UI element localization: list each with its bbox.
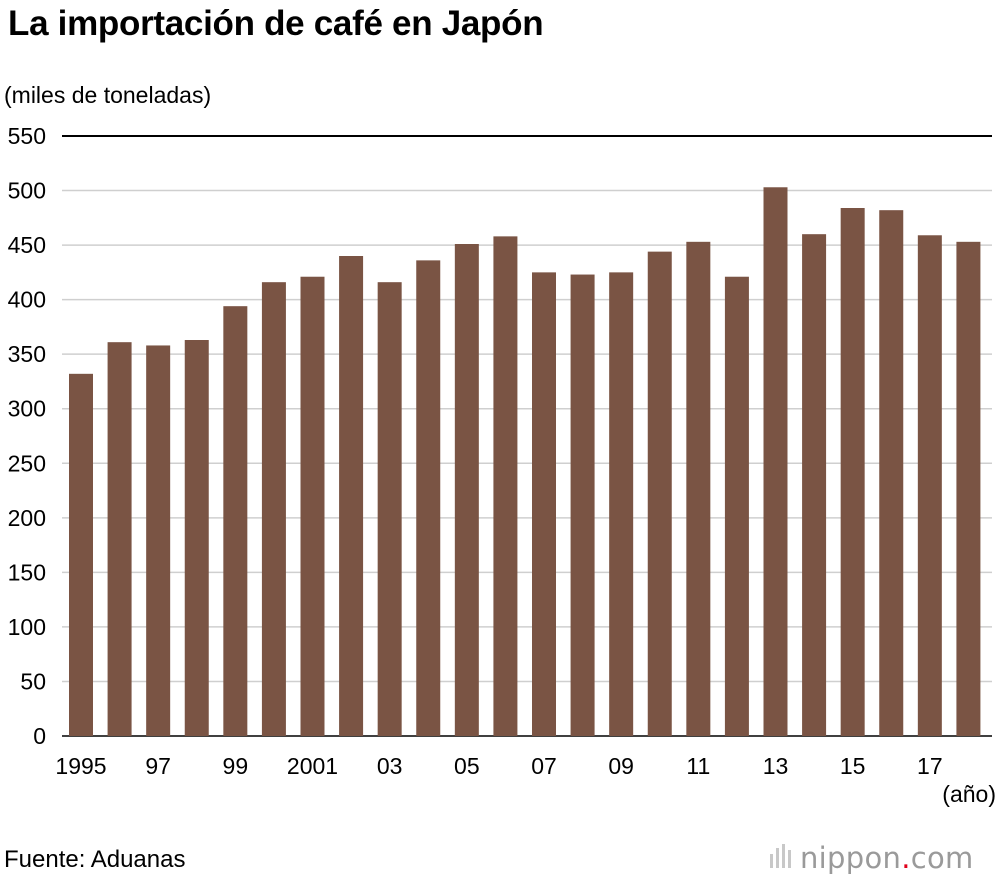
- x-axis-title: (año): [942, 781, 996, 807]
- x-tick-labels: 1995 97 99 2001 03 05 07 09 11 13 15 17: [55, 753, 942, 779]
- bar-2018: [956, 241, 981, 736]
- bar-2014: [802, 234, 827, 736]
- x-tick-label: 1995: [55, 753, 106, 779]
- bar-2017: [917, 235, 942, 737]
- x-tick-label: 09: [608, 753, 634, 779]
- bar-2006: [493, 236, 518, 736]
- bar-2002: [339, 256, 364, 736]
- bar-2010: [647, 251, 672, 737]
- chart-title: La importación de café en Japón: [8, 4, 544, 43]
- bar-1997: [146, 345, 171, 736]
- x-tick-label: 17: [917, 753, 943, 779]
- bar-2003: [377, 282, 402, 736]
- y-tick-label: 350: [8, 341, 46, 367]
- y-tick-label: 300: [8, 396, 46, 422]
- x-tick-label: 2001: [287, 753, 338, 779]
- bar-2013: [763, 187, 788, 737]
- bar-1998: [184, 340, 209, 736]
- bar-2011: [686, 241, 711, 736]
- y-tick-label: 550: [8, 123, 46, 149]
- bar-2004: [416, 260, 441, 736]
- x-tick-label: 07: [531, 753, 557, 779]
- bar-2009: [609, 272, 634, 736]
- bars: [69, 187, 981, 737]
- brand-dot: .: [901, 841, 911, 875]
- x-tick-label: 03: [377, 753, 403, 779]
- y-tick-label: 200: [8, 505, 46, 531]
- x-tick-label: 15: [840, 753, 866, 779]
- nippon-bars-icon: [770, 844, 794, 871]
- bar-2005: [454, 244, 479, 736]
- brand-tld: com: [910, 841, 974, 875]
- bar-2015: [840, 208, 865, 736]
- y-tick-labels: 0 50 100 150 200 250 300 350 400 450 500 550: [8, 123, 46, 749]
- bar-2016: [879, 210, 904, 736]
- gridlines: [62, 135, 992, 737]
- bar-2001: [300, 276, 325, 736]
- x-tick-label: 99: [223, 753, 249, 779]
- y-axis-title: (miles de toneladas): [4, 82, 211, 108]
- y-tick-label: 450: [8, 232, 46, 258]
- y-tick-label: 50: [20, 668, 46, 694]
- bar-2007: [532, 272, 556, 736]
- x-tick-label: 97: [145, 753, 171, 779]
- y-tick-label: 150: [8, 559, 46, 585]
- y-tick-label: 0: [33, 723, 46, 749]
- bar-1996: [107, 342, 132, 736]
- y-tick-label: 400: [8, 287, 46, 313]
- brand-wordmark: nippon.com: [800, 841, 974, 875]
- brand-logo: nippon.com: [770, 840, 974, 876]
- bar-1999: [223, 306, 248, 736]
- x-tick-label: 11: [686, 753, 710, 779]
- y-tick-label: 250: [8, 450, 46, 476]
- source-note: Fuente: Aduanas: [4, 846, 186, 873]
- y-tick-label: 100: [8, 614, 46, 640]
- x-tick-label: 05: [454, 753, 480, 779]
- x-tick-label: 13: [763, 753, 789, 779]
- bar-2012: [724, 276, 749, 736]
- bar-2008: [570, 274, 595, 736]
- y-tick-label: 500: [8, 178, 46, 204]
- bar-2000: [261, 282, 286, 736]
- bar-1995: [69, 373, 93, 736]
- brand-name: nippon: [800, 841, 902, 875]
